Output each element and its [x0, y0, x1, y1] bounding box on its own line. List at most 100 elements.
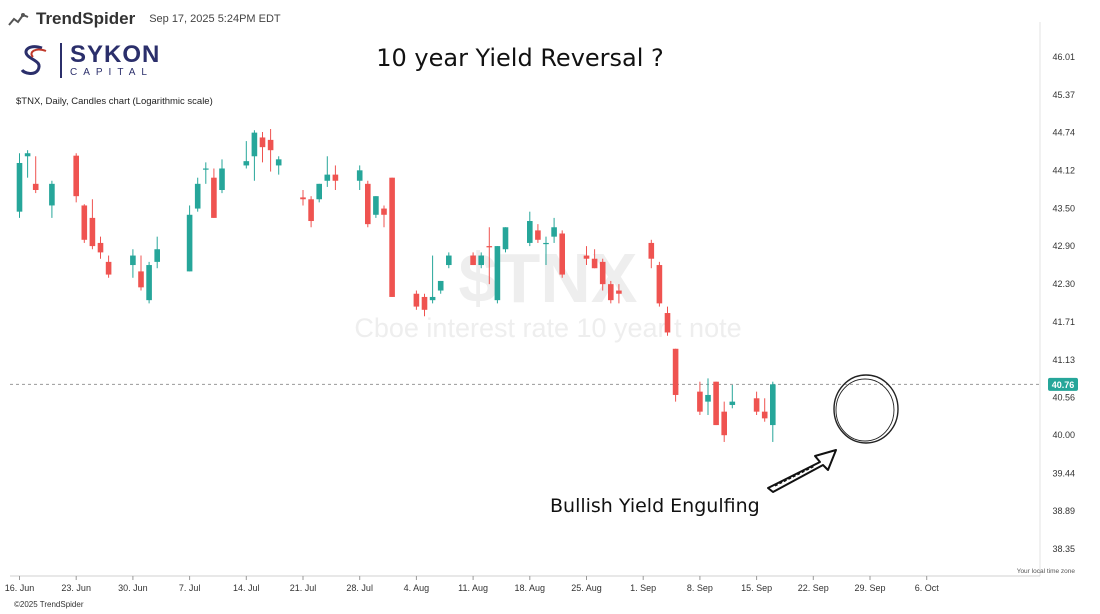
candle-body	[437, 280, 444, 291]
candle[interactable]	[664, 306, 671, 336]
candle-body	[267, 139, 274, 151]
candle[interactable]	[316, 183, 322, 203]
candle[interactable]	[527, 211, 533, 247]
candle[interactable]	[219, 159, 225, 194]
timestamp: Sep 17, 2025 5:24PM EDT	[149, 13, 281, 25]
candle-body	[32, 183, 39, 190]
candle[interactable]	[656, 261, 663, 307]
candle-body	[389, 177, 395, 297]
candle[interactable]	[648, 239, 655, 269]
candle[interactable]	[300, 189, 306, 206]
candle[interactable]	[356, 165, 363, 190]
candle[interactable]	[583, 246, 590, 266]
candle[interactable]	[389, 177, 395, 297]
candle[interactable]	[761, 398, 768, 422]
candle[interactable]	[267, 129, 274, 172]
candlestick-chart[interactable]: $TNX Cboe interest rate 10 year t note 4…	[0, 0, 1100, 598]
candle[interactable]	[259, 132, 266, 163]
candle[interactable]	[73, 153, 79, 203]
candle[interactable]	[381, 205, 387, 228]
candle[interactable]	[275, 156, 282, 175]
candle[interactable]	[446, 252, 452, 269]
candle[interactable]	[729, 385, 736, 409]
candle[interactable]	[616, 284, 622, 304]
candle[interactable]	[559, 230, 565, 278]
time-zone-label: Your local time zone	[1017, 568, 1076, 575]
candle-body	[648, 242, 655, 259]
candle[interactable]	[697, 381, 703, 416]
candle-body	[211, 177, 217, 218]
y-tick-label: 42.90	[1052, 241, 1075, 251]
candle[interactable]	[308, 196, 314, 228]
candle[interactable]	[186, 205, 193, 272]
candle-body	[146, 265, 152, 301]
candle[interactable]	[16, 153, 23, 218]
candle-body	[770, 384, 776, 426]
y-tick-label: 39.44	[1052, 468, 1075, 478]
candle[interactable]	[138, 255, 144, 291]
candle[interactable]	[194, 177, 201, 212]
candle[interactable]	[551, 217, 557, 243]
candle[interactable]	[49, 180, 55, 218]
candle-body	[130, 255, 136, 266]
candle-body	[365, 183, 371, 225]
candle[interactable]	[421, 293, 428, 317]
candle[interactable]	[32, 156, 39, 194]
x-tick-label: 14. Jul	[233, 583, 260, 593]
trendspider-logo-icon	[8, 13, 29, 26]
candle[interactable]	[437, 280, 444, 294]
logo-word-primary: SYKON	[70, 40, 161, 68]
candle[interactable]	[502, 227, 509, 253]
candle[interactable]	[535, 224, 541, 243]
candle[interactable]	[770, 381, 776, 442]
sykon-logo: SYKON CAPITAL	[16, 42, 160, 78]
candle-body	[753, 398, 760, 412]
candle[interactable]	[721, 401, 727, 442]
candle-body	[243, 161, 250, 166]
candle[interactable]	[373, 196, 379, 218]
candle-body	[656, 265, 663, 304]
watermark-symbol: $TNX	[459, 239, 638, 317]
candle-body	[713, 381, 719, 426]
candle[interactable]	[154, 236, 160, 269]
x-tick-label: 30. Jun	[118, 583, 148, 593]
candle[interactable]	[243, 141, 250, 169]
candle[interactable]	[413, 290, 420, 310]
candle[interactable]	[543, 236, 549, 266]
candle[interactable]	[24, 150, 31, 178]
candle[interactable]	[486, 227, 493, 285]
candle[interactable]	[89, 199, 96, 250]
candle-body	[308, 199, 314, 222]
candle-body	[535, 230, 541, 240]
candle[interactable]	[705, 378, 711, 416]
candle[interactable]	[146, 261, 152, 304]
candle[interactable]	[203, 162, 209, 184]
candle-body	[300, 197, 306, 200]
candle[interactable]	[81, 204, 88, 243]
candle[interactable]	[753, 391, 760, 416]
candle-body	[478, 255, 484, 266]
candle-body	[697, 391, 703, 412]
x-tick-label: 6. Oct	[915, 583, 940, 593]
candle[interactable]	[591, 249, 598, 269]
candle-body	[24, 153, 31, 157]
candle[interactable]	[599, 258, 606, 291]
candle[interactable]	[332, 165, 339, 190]
candle[interactable]	[494, 246, 501, 304]
candle-body	[559, 233, 565, 275]
candle[interactable]	[324, 156, 331, 187]
candle[interactable]	[429, 255, 436, 304]
candle[interactable]	[97, 236, 104, 259]
candle[interactable]	[470, 252, 476, 266]
candle[interactable]	[608, 280, 614, 304]
candle[interactable]	[478, 252, 484, 269]
candle[interactable]	[130, 249, 136, 278]
candle[interactable]	[251, 130, 258, 181]
candle[interactable]	[713, 381, 719, 426]
candle[interactable]	[365, 180, 371, 228]
candle-body	[470, 255, 476, 266]
candle[interactable]	[211, 168, 217, 218]
y-tick-label: 41.13	[1052, 355, 1075, 365]
candle[interactable]	[672, 348, 679, 402]
candle[interactable]	[105, 255, 112, 278]
